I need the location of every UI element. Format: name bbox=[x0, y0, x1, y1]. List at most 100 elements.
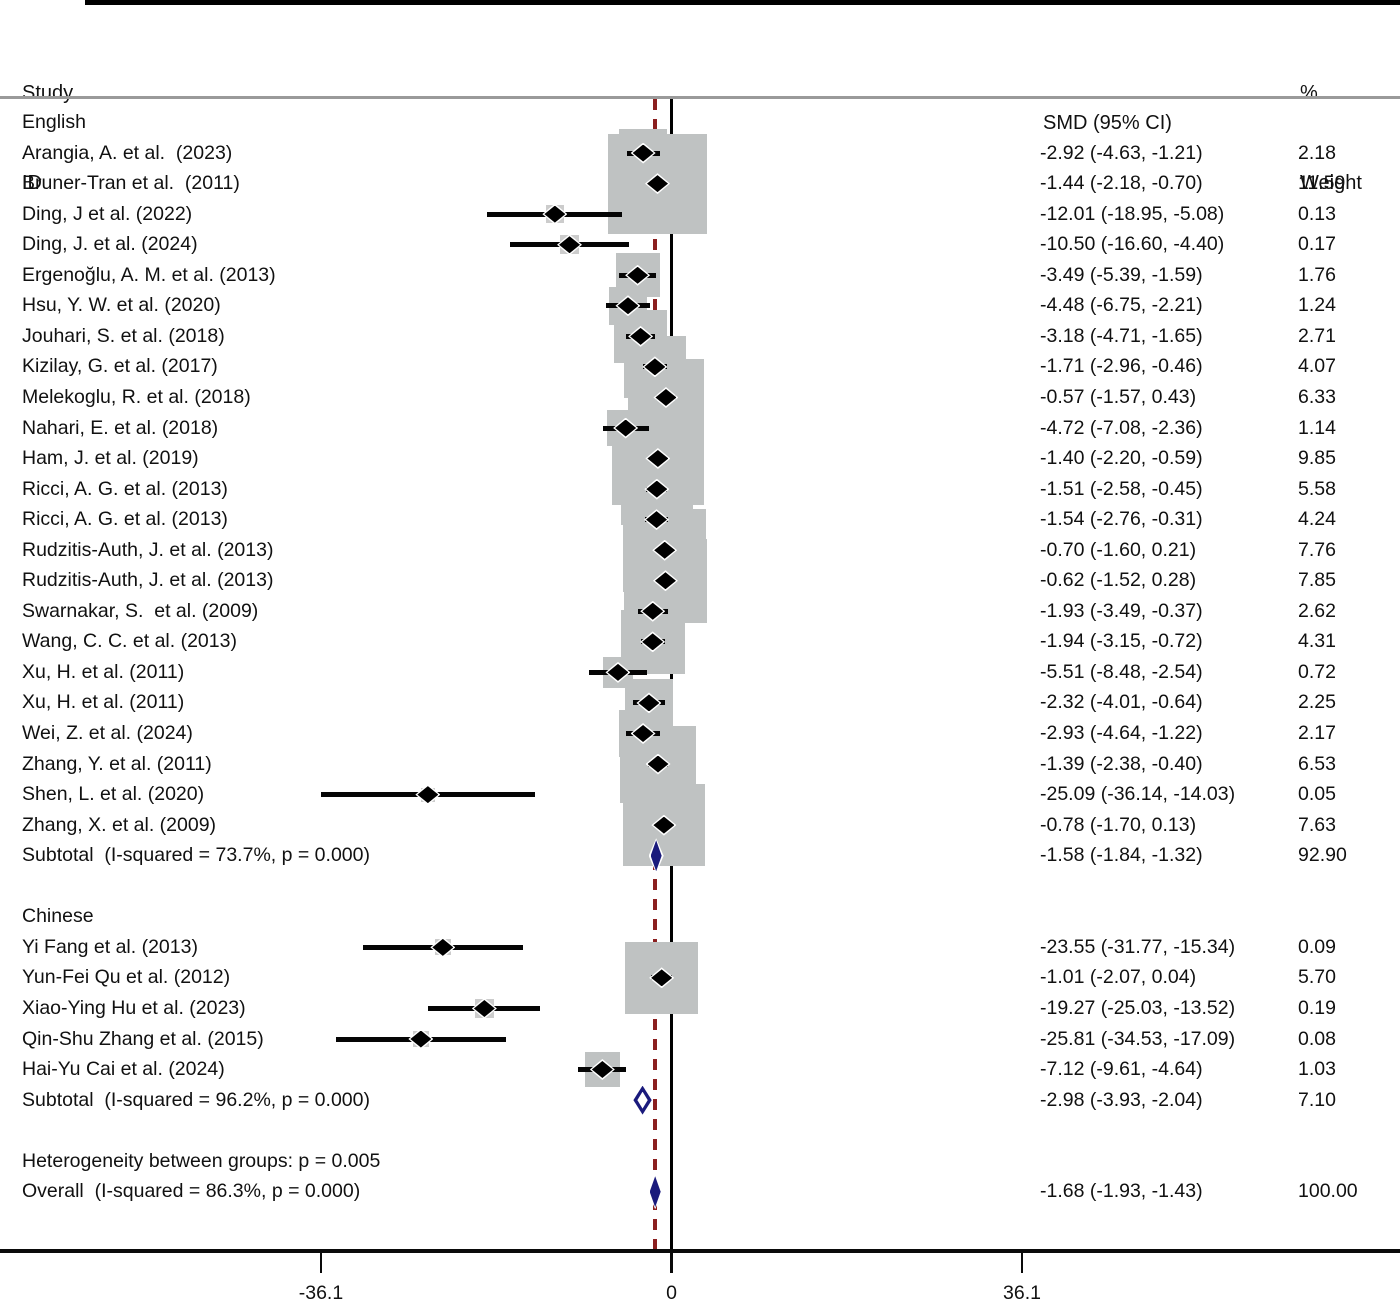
point-marker bbox=[410, 1030, 432, 1048]
study-smd-value: -12.01 (-18.95, -5.08) bbox=[1040, 202, 1225, 225]
group-name: Chinese bbox=[22, 905, 94, 928]
figure-top-border bbox=[85, 0, 1400, 5]
header-separator-line bbox=[0, 96, 1400, 99]
study-header-line2: ID bbox=[22, 172, 42, 194]
point-marker bbox=[644, 358, 666, 376]
study-weight-value: 6.53 bbox=[1298, 752, 1336, 775]
smd-header-label: SMD (95% CI) bbox=[1043, 112, 1172, 134]
weight-header-line2: Weight bbox=[1300, 172, 1362, 194]
weight-header-line1: % bbox=[1300, 82, 1318, 104]
study-label: Ricci, A. G. et al. (2013) bbox=[22, 477, 228, 500]
study-weight-value: 9.85 bbox=[1298, 447, 1336, 470]
subtotal-label: Subtotal (I-squared = 96.2%, p = 0.000) bbox=[22, 1088, 370, 1111]
overall-label: Overall (I-squared = 86.3%, p = 0.000) bbox=[22, 1180, 361, 1203]
study-smd-value: -0.62 (-1.52, 0.28) bbox=[1040, 569, 1197, 592]
study-smd-value: -1.93 (-3.49, -0.37) bbox=[1040, 599, 1203, 622]
study-label: Wang, C. C. et al. (2013) bbox=[22, 630, 237, 653]
point-marker bbox=[417, 786, 439, 804]
point-marker bbox=[617, 297, 639, 315]
study-label: Rudzitis-Auth, J. et al. (2013) bbox=[22, 569, 274, 592]
zero-line bbox=[669, 99, 674, 1249]
axis-footer-band bbox=[0, 1252, 1400, 1312]
study-weight-value: 4.07 bbox=[1298, 355, 1336, 378]
study-weight-value: 0.08 bbox=[1298, 1027, 1336, 1050]
study-weight-value: 0.05 bbox=[1298, 783, 1336, 806]
point-marker bbox=[654, 541, 676, 559]
point-marker bbox=[638, 694, 660, 712]
x-axis-tick-label: -36.1 bbox=[298, 1282, 344, 1304]
point-marker bbox=[432, 938, 454, 956]
study-smd-value: -19.27 (-25.03, -13.52) bbox=[1040, 996, 1236, 1019]
study-header-line1: Study bbox=[22, 82, 74, 104]
point-marker bbox=[630, 327, 652, 345]
pooled-diamond bbox=[649, 1176, 661, 1208]
study-weight-value: 6.33 bbox=[1298, 385, 1336, 408]
point-marker bbox=[632, 725, 654, 742]
overall-weight-value: 100.00 bbox=[1298, 1180, 1358, 1203]
study-label: Wei, Z. et al. (2024) bbox=[22, 722, 193, 744]
x-axis-line bbox=[0, 1249, 1400, 1253]
study-label: Hsu, Y. W. et al. (2020) bbox=[22, 294, 221, 317]
point-marker bbox=[615, 419, 637, 437]
study-weight-value: 0.17 bbox=[1298, 233, 1336, 256]
study-weight-value: 4.24 bbox=[1298, 508, 1336, 531]
study-smd-value: -4.48 (-6.75, -2.21) bbox=[1040, 294, 1203, 317]
study-smd-value: -1.94 (-3.15, -0.72) bbox=[1040, 630, 1203, 653]
subtotal-weight-value: 92.90 bbox=[1298, 844, 1347, 867]
point-marker bbox=[647, 755, 669, 773]
study-smd-value: -7.12 (-9.61, -4.64) bbox=[1040, 1058, 1203, 1081]
study-smd-value: -0.57 (-1.57, 0.43) bbox=[1040, 385, 1197, 408]
point-marker bbox=[607, 663, 629, 681]
study-weight-value: 2.62 bbox=[1298, 599, 1336, 622]
point-marker bbox=[627, 266, 649, 284]
study-weight-value: 2.25 bbox=[1298, 691, 1336, 714]
study-smd-value: -23.55 (-31.77, -15.34) bbox=[1040, 935, 1236, 958]
point-marker bbox=[559, 236, 581, 254]
point-marker bbox=[473, 999, 495, 1017]
study-label: Xu, H. et al. (2011) bbox=[22, 660, 185, 683]
x-axis-tick bbox=[670, 1252, 673, 1273]
x-axis-tick bbox=[1020, 1252, 1024, 1273]
study-smd-value: -2.93 (-4.64, -1.22) bbox=[1040, 722, 1203, 744]
study-smd-value: -1.51 (-2.58, -0.45) bbox=[1040, 477, 1203, 500]
study-smd-value: -1.71 (-2.96, -0.46) bbox=[1040, 355, 1203, 378]
point-marker bbox=[591, 1061, 613, 1079]
study-smd-value: -1.39 (-2.38, -0.40) bbox=[1040, 752, 1203, 775]
study-label: Ding, J et al. (2022) bbox=[22, 202, 193, 225]
point-marker bbox=[544, 205, 566, 223]
study-label: Hai-Yu Cai et al. (2024) bbox=[22, 1058, 225, 1081]
study-weight-value: 7.85 bbox=[1298, 569, 1336, 592]
subtotal-label: Subtotal (I-squared = 73.7%, p = 0.000) bbox=[22, 844, 370, 867]
study-label: Ding, J. et al. (2024) bbox=[22, 233, 198, 256]
study-label: Yun-Fei Qu et al. (2012) bbox=[22, 966, 231, 989]
study-weight-value: 0.72 bbox=[1298, 660, 1336, 683]
study-smd-value: -2.32 (-4.01, -0.64) bbox=[1040, 691, 1203, 714]
study-weight-value: 0.19 bbox=[1298, 996, 1336, 1019]
point-marker bbox=[654, 572, 676, 590]
study-weight-value: 1.14 bbox=[1298, 416, 1336, 439]
study-weight-value: 1.03 bbox=[1298, 1058, 1336, 1081]
study-label: Xiao-Ying Hu et al. (2023) bbox=[22, 996, 246, 1019]
point-marker bbox=[642, 633, 664, 651]
study-smd-value: -1.54 (-2.76, -0.31) bbox=[1040, 508, 1203, 531]
study-smd-value: -0.70 (-1.60, 0.21) bbox=[1040, 538, 1197, 561]
study-label: Ricci, A. G. et al. (2013) bbox=[22, 508, 228, 531]
point-marker bbox=[651, 969, 673, 987]
heterogeneity-note: Heterogeneity between groups: p = 0.005 bbox=[22, 1149, 381, 1172]
study-weight-value: 7.76 bbox=[1298, 538, 1336, 561]
pooled-diamond-open-inner bbox=[637, 1091, 648, 1109]
column-header-study: Study ID bbox=[22, 18, 73, 258]
study-smd-value: -2.92 (-4.63, -1.21) bbox=[1040, 141, 1203, 164]
point-marker bbox=[653, 816, 675, 834]
study-label: Qin-Shu Zhang et al. (2015) bbox=[22, 1027, 264, 1050]
column-header-weight: % Weight bbox=[1300, 18, 1362, 258]
study-label: Bruner-Tran et al. (2011) bbox=[22, 172, 240, 195]
column-header-smd: SMD (95% CI) bbox=[1043, 48, 1172, 198]
study-smd-value: -5.51 (-8.48, -2.54) bbox=[1040, 660, 1203, 683]
study-label: Jouhari, S. et al. (2018) bbox=[22, 324, 225, 347]
study-label: Rudzitis-Auth, J. et al. (2013) bbox=[22, 538, 274, 561]
subtotal-weight-value: 7.10 bbox=[1298, 1088, 1336, 1111]
study-weight-value: 1.76 bbox=[1298, 263, 1336, 286]
study-weight-value: 2.17 bbox=[1298, 722, 1336, 744]
subtotal-smd-value: -1.58 (-1.84, -1.32) bbox=[1040, 844, 1203, 867]
